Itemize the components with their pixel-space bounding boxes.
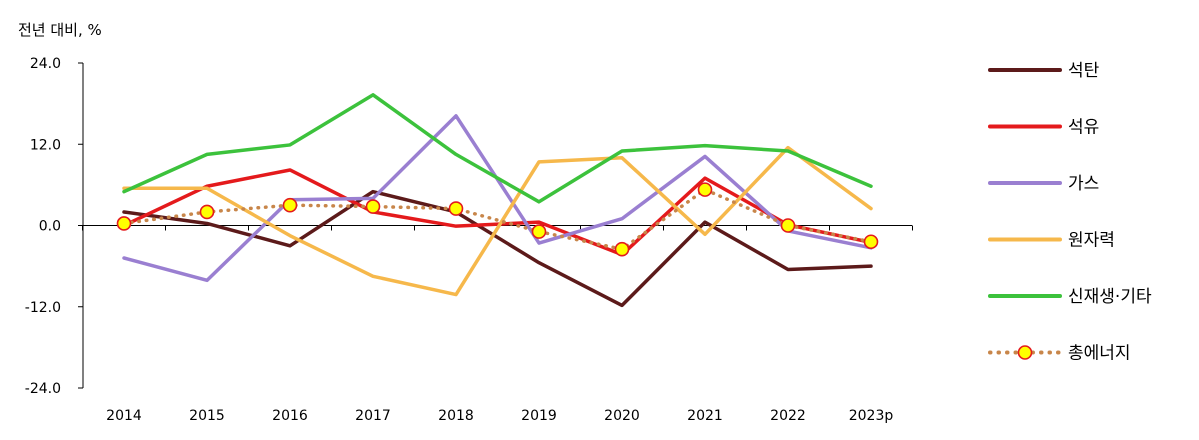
- x-tick-label: 2023p: [849, 408, 894, 424]
- series-3: [122, 145, 873, 297]
- legend-label: 총에너지: [1068, 344, 1131, 364]
- legend-marker: [1017, 345, 1033, 360]
- legend-entry: 원자력: [988, 231, 1115, 251]
- series-line: [122, 168, 873, 257]
- x-tick-label: 2016: [272, 408, 308, 424]
- series-line: [122, 93, 873, 204]
- x-tick-label: 2022: [770, 408, 806, 424]
- data-point: [863, 234, 879, 250]
- y-tick-label: 12.0: [30, 137, 61, 153]
- series-line: [122, 114, 873, 283]
- data-point: [282, 197, 298, 213]
- legend-label: 석탄: [1068, 61, 1100, 81]
- legend-entry: 가스: [988, 174, 1099, 194]
- series-4: [122, 93, 873, 204]
- x-tick-label: 2019: [521, 408, 557, 424]
- y-tick-label: 0.0: [39, 219, 61, 235]
- series-layer: [116, 93, 879, 308]
- legend-label: 신재생·기타: [1068, 287, 1152, 307]
- legend-label: 석유: [1068, 118, 1099, 138]
- series-2: [122, 114, 873, 283]
- legend-label: 가스: [1068, 174, 1099, 194]
- legend-entry: 총에너지: [988, 344, 1131, 364]
- x-tick-label: 2018: [438, 408, 474, 424]
- y-axis-label: 전년 대비, %: [18, 21, 102, 39]
- data-point: [780, 218, 796, 233]
- x-tick-label: 2017: [355, 408, 391, 424]
- series-1: [122, 168, 873, 257]
- data-point: [448, 201, 464, 216]
- legend-entry: 석유: [988, 118, 1099, 138]
- legend-label: 원자력: [1068, 231, 1115, 251]
- x-tick-label: 2020: [604, 408, 640, 424]
- series-line: [122, 189, 873, 308]
- data-point: [697, 182, 713, 197]
- y-tick-label: 24.0: [30, 56, 61, 72]
- axes: 24.0 12.0 0.0 -12.0 -24.0 2014 2015 2016 2017 201…: [25, 56, 913, 424]
- series-line: [122, 145, 873, 297]
- series-0: [122, 189, 873, 308]
- y-tick-label: -12.0: [25, 300, 61, 316]
- x-tick-label: 2014: [106, 408, 142, 424]
- data-point: [116, 216, 132, 231]
- x-tick-label: 2021: [687, 408, 723, 424]
- series-5: [116, 182, 879, 257]
- data-point: [365, 199, 381, 214]
- y-tick-label: -24.0: [25, 381, 61, 397]
- data-point: [199, 204, 215, 220]
- series-line: [122, 187, 873, 251]
- legend-entry: 신재생·기타: [988, 287, 1152, 307]
- x-tick-label: 2015: [189, 408, 225, 424]
- data-point: [531, 224, 547, 239]
- legend-entry: 석탄: [988, 61, 1100, 81]
- data-point: [614, 241, 630, 257]
